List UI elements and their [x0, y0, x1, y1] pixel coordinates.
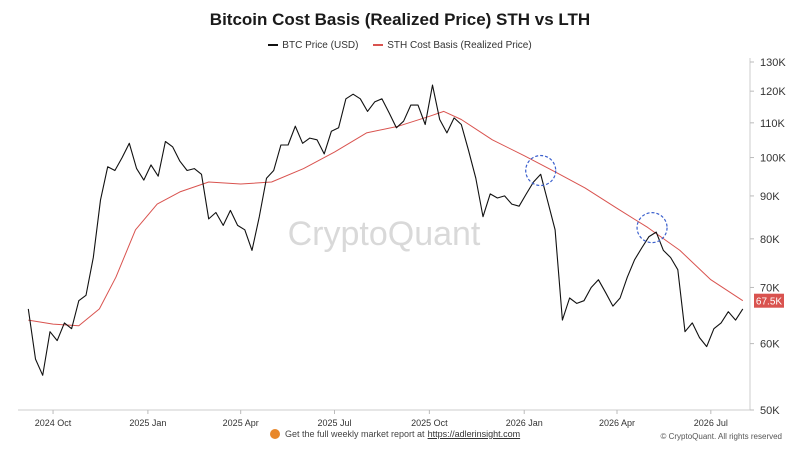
y-tick-label: 60K — [760, 339, 780, 351]
sth-cost-basis-line — [28, 110, 744, 327]
x-tick-label: 2025 Jul — [317, 418, 351, 428]
copyright-text: © CryptoQuant. All rights reserved — [660, 432, 783, 441]
y-tick-label: 90K — [760, 191, 780, 203]
last-value-badge — [754, 293, 784, 308]
footer-note-text: Get the full weekly market report at — [285, 429, 425, 439]
annotation-circle-1 — [525, 154, 557, 187]
legend-item-sth-cost-basis[interactable]: STH Cost Basis (Realized Price) — [373, 39, 532, 51]
legend-swatch-btc — [268, 44, 279, 46]
x-tick-label: 2025 Apr — [223, 418, 259, 428]
watermark-text: CryptoQuant — [288, 215, 481, 253]
y-tick-label: 100K — [760, 153, 786, 165]
x-tick-label: 2026 Apr — [599, 418, 635, 428]
y-tick-label: 120K — [760, 86, 786, 98]
x-tick-label: 2026 Jan — [506, 418, 543, 428]
footer-note: Get the full weekly market report at htt… — [270, 429, 520, 439]
y-tick-label: 50K — [760, 405, 780, 417]
x-tick-label: 2025 Jan — [129, 418, 166, 428]
lightbulb-icon — [270, 429, 280, 439]
btc-price-line — [27, 84, 744, 376]
chart-legend: BTC Price (USD) STH Cost Basis (Realized… — [0, 38, 800, 51]
y-tick-label: 110K — [760, 118, 786, 130]
legend-swatch-sth — [373, 44, 384, 46]
last-value-label: 67.5K — [756, 297, 782, 308]
legend-item-btc-price[interactable]: BTC Price (USD) — [268, 40, 358, 51]
x-tick-label: 2024 Oct — [35, 418, 72, 428]
y-tick-label: 80K — [760, 234, 780, 246]
chart-title: Bitcoin Cost Basis (Realized Price) STH … — [209, 10, 591, 29]
x-tick-label: 2025 Oct — [411, 418, 448, 428]
y-tick-label: 130K — [760, 57, 786, 69]
y-tick-label: 70K — [760, 282, 780, 294]
legend-label-sth: STH Cost Basis (Realized Price) — [387, 39, 532, 51]
x-tick-label: 2026 Jul — [694, 418, 728, 428]
annotation-circle-2 — [636, 212, 668, 244]
legend-label-btc: BTC Price (USD) — [282, 39, 359, 51]
footer-report-link[interactable]: https://adlerinsight.com — [427, 429, 521, 439]
